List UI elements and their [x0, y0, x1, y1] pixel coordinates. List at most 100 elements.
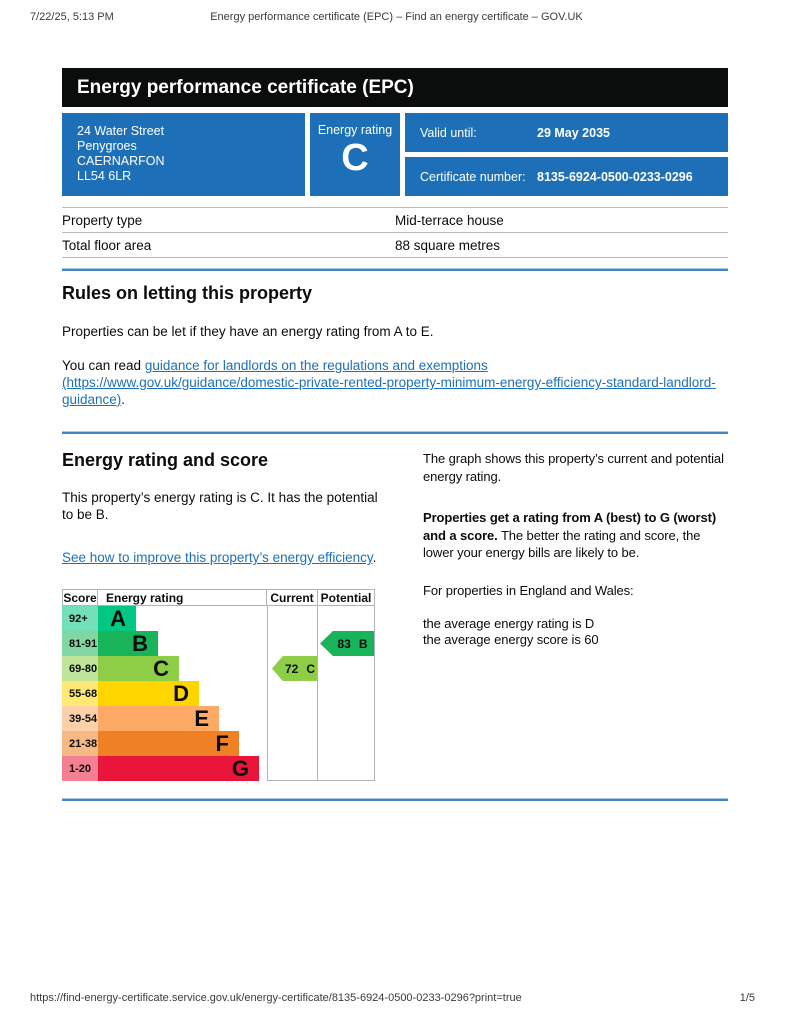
current-rating-arrow: 72 C: [272, 656, 317, 681]
property-details-table: Property type Mid-terrace house Total floo…: [62, 207, 728, 258]
energy-rating-value: C: [341, 137, 369, 179]
page-title: Energy performance certificate (EPC): [77, 77, 414, 98]
property-row-value: Mid-terrace house: [395, 207, 728, 233]
improve-link-suffix: .: [372, 550, 377, 565]
address-box: 24 Water Street Penygroes CAERNARFON LL5…: [62, 113, 305, 196]
score-column-header: Score: [62, 589, 98, 606]
current-column-header: Current: [267, 589, 318, 606]
band-bar-c: C: [98, 656, 179, 681]
certificate-number-box: Certificate number: 8135-6924-0500-0233-…: [405, 157, 728, 196]
rating-explanation-bold: Properties get a rating from A (best) to…: [423, 510, 717, 543]
england-wales-note: For properties in England and Wales:: [423, 582, 634, 598]
band-score-range: 92+: [62, 606, 98, 631]
certificate-summary: 24 Water Street Penygroes CAERNARFON LL5…: [62, 113, 728, 196]
address-line: CAERNARFON: [77, 154, 165, 168]
print-footer-page-number: 1/5: [739, 992, 755, 1004]
epc-graph-header: Score Energy rating Current Potential: [62, 589, 375, 606]
print-header-datetime: 7/22/25, 5:13 PM: [30, 11, 114, 23]
rating-left-column: Energy rating and score This property’s …: [62, 450, 392, 781]
band-score-range: 81-91: [62, 631, 98, 656]
current-column-cell: [267, 731, 318, 756]
epc-banner: Energy performance certificate (EPC): [62, 68, 728, 107]
guidance-link-prefix: You can read: [62, 358, 145, 373]
print-footer: https://find-energy-certificate.service.…: [30, 992, 755, 1004]
epc-band-row-c: 69-80 C: [62, 656, 375, 681]
potential-column-cell: [318, 731, 375, 756]
epc-band-row-a: 92+ A: [62, 606, 375, 631]
letting-rules-heading: Rules on letting this property: [62, 283, 313, 303]
current-rating-arrow-letter: C: [306, 661, 316, 676]
rating-explanation: Properties get a rating from A (best) to…: [423, 509, 728, 562]
epc-band-row-b: 81-91 B: [62, 631, 375, 656]
property-row-label: Total floor area: [62, 232, 395, 258]
valid-until-value: 29 May 2035: [537, 125, 610, 140]
address-line: LL54 6LR: [77, 169, 132, 183]
property-row-value: 88 square metres: [395, 232, 728, 258]
section-divider: [62, 431, 728, 434]
band-score-range: 69-80: [62, 656, 98, 681]
band-bar-cell: D: [98, 681, 267, 706]
current-column-cell: [267, 631, 318, 656]
section-divider: [62, 268, 728, 271]
band-bar-cell: F: [98, 731, 267, 756]
band-letter: F: [215, 731, 229, 756]
energy-rating-label: Energy rating: [317, 123, 393, 137]
letting-rules-section: Rules on letting this property Propertie…: [62, 283, 728, 408]
potential-rating-arrow-score: 83: [337, 636, 351, 651]
address-line: Penygroes: [77, 139, 137, 153]
current-rating-arrow-score: 72: [284, 661, 299, 676]
improve-paragraph: See how to improve this property’s energ…: [62, 549, 392, 566]
band-letter: B: [132, 631, 148, 656]
average-score: the average energy score is 60: [423, 631, 599, 647]
current-column-cell: [267, 756, 318, 781]
landlord-guidance-link[interactable]: guidance for landlords on the regulation…: [62, 358, 716, 407]
energy-rating-section: Energy rating and score This property’s …: [62, 450, 728, 781]
potential-column-cell: [318, 681, 375, 706]
epc-band-row-g: 1-20 G: [62, 756, 375, 781]
band-bar-f: F: [98, 731, 239, 756]
print-header-title: Energy performance certificate (EPC) – F…: [210, 11, 583, 23]
band-bar-a: A: [98, 606, 136, 631]
current-column-cell: [267, 656, 318, 681]
property-table-row: Property type Mid-terrace house: [62, 207, 728, 233]
energy-rating-box: Energy rating C: [310, 113, 400, 196]
band-bar-cell: G: [98, 756, 267, 781]
average-rating: the average energy rating is D: [423, 616, 595, 631]
energy-rating-column-header: Energy rating: [98, 589, 267, 606]
valid-until-label: Valid until:: [420, 125, 477, 140]
epc-band-row-e: 39-54 E: [62, 706, 375, 731]
band-bar-d: D: [98, 681, 199, 706]
rating-section-heading: Energy rating and score: [62, 450, 269, 470]
band-bar-cell: E: [98, 706, 267, 731]
potential-column-cell: [318, 606, 375, 631]
improve-efficiency-link[interactable]: See how to improve this property’s energ…: [62, 550, 373, 565]
band-bar-cell: C: [98, 656, 267, 681]
property-table-row: Total floor area 88 square metres: [62, 232, 728, 258]
potential-column-cell: [318, 756, 375, 781]
band-bar-cell: B: [98, 631, 267, 656]
potential-column-header: Potential: [318, 589, 375, 606]
potential-column-cell: [318, 656, 375, 681]
band-score-range: 21-38: [62, 731, 98, 756]
address-line: 24 Water Street: [77, 124, 165, 138]
potential-rating-arrow: 83 B: [320, 631, 374, 656]
epc-bands: 92+ A 81-91 B 69-80 C 55-68 D 39-54 E 21-38 F 1-20 G: [62, 606, 375, 781]
band-letter: E: [194, 706, 209, 731]
band-score-range: 55-68: [62, 681, 98, 706]
rating-explanation-rest: The better the rating and score, the low…: [423, 527, 701, 561]
band-bar-g: G: [98, 756, 259, 781]
epc-band-row-f: 21-38 F: [62, 731, 375, 756]
rating-intro: This property’s energy rating is C. It h…: [62, 490, 378, 522]
certificate-number-value: 8135-6924-0500-0233-0296: [537, 169, 693, 184]
epc-rating-graph: Score Energy rating Current Potential 92…: [62, 589, 375, 781]
rating-right-column: The graph shows this property’s current …: [423, 450, 728, 781]
band-letter: D: [173, 681, 189, 706]
band-bar-b: B: [98, 631, 158, 656]
band-bar-e: E: [98, 706, 219, 731]
certificate-number-label: Certificate number:: [420, 169, 526, 184]
band-letter: G: [231, 756, 249, 781]
graph-intro: The graph shows this property’s current …: [423, 451, 724, 484]
guidance-link-suffix: .: [121, 392, 126, 407]
print-footer-url: https://find-energy-certificate.service.…: [30, 992, 522, 1004]
